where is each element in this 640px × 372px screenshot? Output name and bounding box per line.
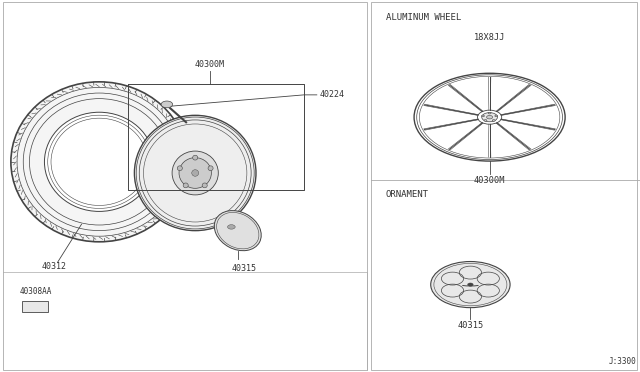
Ellipse shape: [202, 183, 207, 188]
Ellipse shape: [11, 82, 188, 242]
Ellipse shape: [172, 151, 218, 195]
Circle shape: [481, 115, 484, 117]
Circle shape: [431, 262, 510, 308]
Text: 18X8JJ: 18X8JJ: [474, 33, 506, 42]
Text: ALUMINUM WHEEL: ALUMINUM WHEEL: [386, 13, 461, 22]
Text: 40300M: 40300M: [474, 176, 506, 185]
Circle shape: [486, 115, 493, 119]
Text: 40224: 40224: [320, 90, 345, 99]
Ellipse shape: [177, 166, 182, 171]
Ellipse shape: [192, 170, 198, 176]
Text: ORNAMENT: ORNAMENT: [386, 190, 429, 199]
Ellipse shape: [193, 155, 198, 160]
Bar: [22, 301, 48, 312]
Ellipse shape: [179, 158, 211, 188]
Circle shape: [484, 120, 487, 121]
Ellipse shape: [134, 115, 256, 231]
Circle shape: [488, 112, 491, 114]
Bar: [371, 2, 637, 370]
Circle shape: [495, 115, 498, 117]
Text: 40315: 40315: [232, 264, 257, 273]
Circle shape: [482, 113, 497, 122]
Circle shape: [468, 283, 473, 286]
Bar: [3, 2, 367, 370]
Circle shape: [161, 101, 173, 108]
Text: J:3300: J:3300: [609, 357, 637, 366]
Text: 40315: 40315: [457, 321, 484, 330]
Ellipse shape: [183, 183, 188, 188]
Ellipse shape: [208, 166, 213, 171]
Circle shape: [228, 225, 236, 229]
Ellipse shape: [214, 211, 261, 251]
Text: 40308AA: 40308AA: [19, 287, 52, 296]
Text: 40300M: 40300M: [195, 60, 225, 69]
Ellipse shape: [44, 112, 154, 211]
Text: 40312: 40312: [42, 262, 67, 271]
Circle shape: [492, 120, 495, 121]
